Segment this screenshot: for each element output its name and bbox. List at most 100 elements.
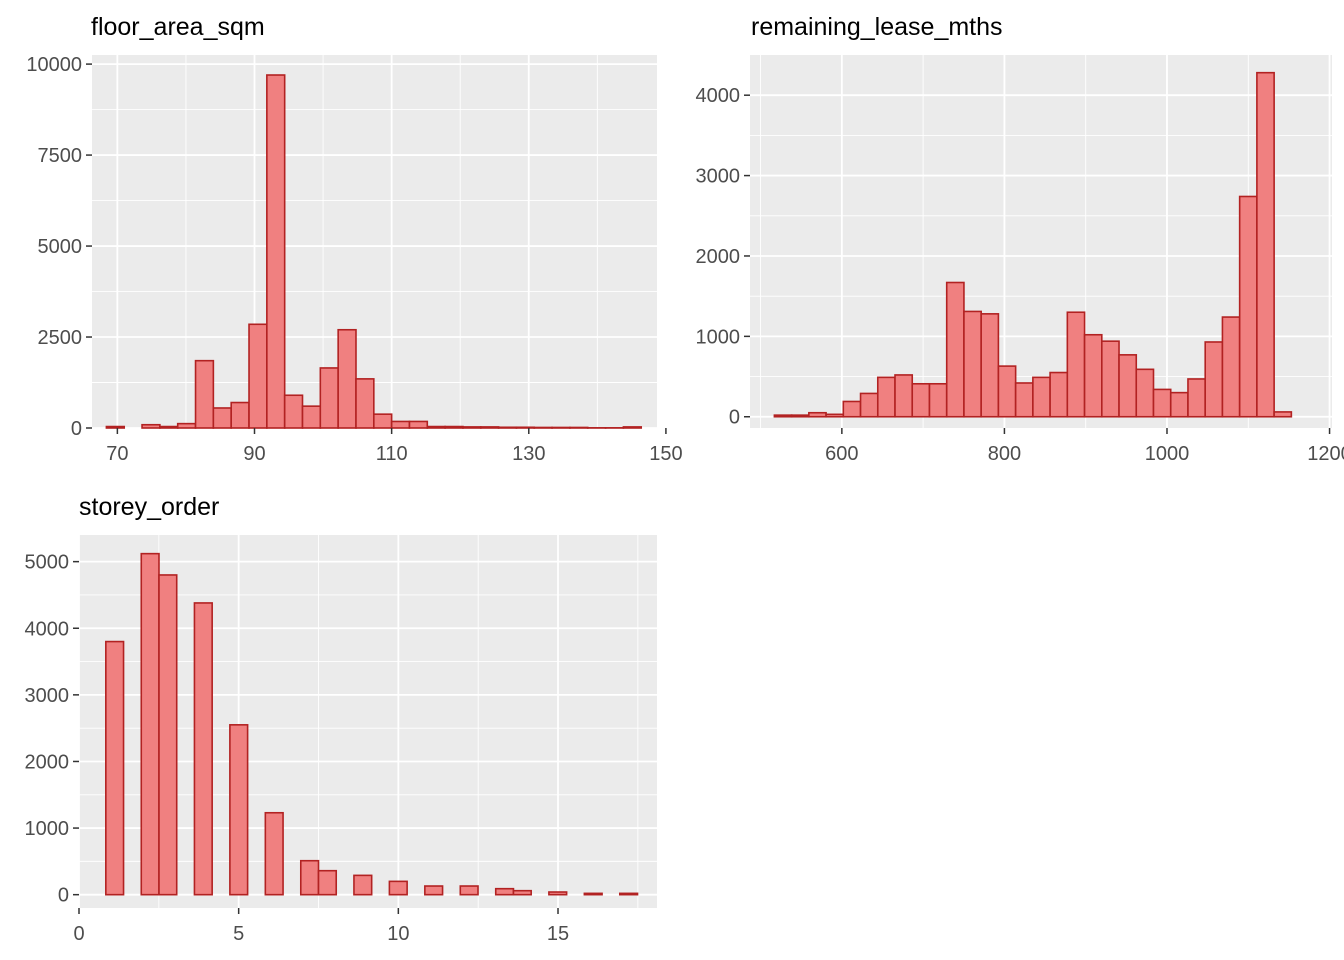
x-tick-label: 150: [649, 443, 682, 465]
histogram-bar: [230, 401, 250, 429]
histogram-bar: [1221, 316, 1241, 418]
histogram-bar: [876, 376, 896, 418]
y-tick-label: 7500: [38, 145, 83, 167]
y-tick-label: 4000: [25, 618, 70, 640]
panel-background: [92, 55, 657, 428]
histogram-bar: [963, 310, 982, 418]
histogram-bar: [105, 640, 125, 896]
x-tick-label: 5: [233, 923, 244, 945]
panel-storey-order: storey_order 0 1000 2000 3000 4000 5000 0 5 10 15: [25, 493, 657, 945]
y-tick-label: 0: [71, 418, 82, 440]
y-tick-label: 3000: [696, 166, 741, 188]
histogram-bar: [842, 400, 862, 418]
x-tick-label: 70: [106, 443, 128, 465]
histogram-bar: [283, 394, 304, 429]
histogram-bar: [894, 374, 914, 418]
histogram-bar: [1273, 411, 1293, 418]
histogram-bar: [618, 892, 639, 896]
histogram-bar: [462, 426, 482, 429]
x-tick-label: 10: [387, 923, 409, 945]
histogram-bar: [997, 365, 1017, 418]
y-tick-label: 10000: [26, 54, 82, 76]
histogram-bar: [299, 859, 320, 896]
histogram-bar: [337, 328, 357, 429]
x-tick-label: 800: [988, 443, 1021, 465]
histogram-bar: [1238, 195, 1258, 418]
panel-title-remaining-lease: remaining_lease_mths: [751, 13, 1003, 41]
histogram-bar: [193, 602, 213, 896]
histogram-bar: [426, 425, 446, 429]
histogram-bar: [980, 313, 1000, 418]
histogram-bar: [512, 889, 532, 896]
histogram-bar: [301, 405, 322, 429]
histogram-bar: [408, 420, 429, 429]
histogram-bar: [1152, 388, 1172, 418]
histogram-bar: [1118, 354, 1138, 418]
histogram-bar: [353, 874, 373, 896]
histogram-bar: [773, 414, 793, 418]
histogram-bar: [159, 425, 179, 429]
histogram-bar: [569, 426, 589, 429]
y-tick-label: 2500: [38, 327, 83, 349]
histogram-bar: [264, 811, 284, 896]
histogram-bar: [790, 414, 810, 418]
plot-floor-area: 0 2500 5000 7500 10000 70 90 110 130 150: [26, 54, 682, 465]
histogram-bar: [1187, 378, 1206, 418]
histogram-bar: [622, 426, 643, 429]
histogram-bar: [266, 74, 286, 429]
histogram-bar: [141, 423, 161, 429]
histogram-bar: [194, 359, 215, 429]
histogram-bar: [583, 892, 603, 896]
histogram-bar: [911, 382, 931, 418]
histogram-bar: [825, 413, 845, 418]
x-tick-label: 110: [376, 443, 408, 465]
histogram-bar: [1135, 368, 1155, 418]
x-tick-label: 15: [547, 923, 569, 945]
histogram-bar: [497, 426, 518, 429]
histogram-bar: [1101, 340, 1120, 418]
plot-remaining-lease: 0 1000 2000 3000 4000 600 800 1000 1200: [696, 55, 1344, 465]
histogram-bar: [494, 887, 515, 896]
x-tick-label: 600: [825, 443, 858, 465]
panel-title-storey-order: storey_order: [79, 493, 219, 521]
histogram-bar: [808, 411, 827, 418]
x-tick-label: 1000: [1145, 443, 1190, 465]
x-tick-label: 0: [73, 923, 84, 945]
histogram-bar: [388, 880, 408, 896]
histogram-bar: [928, 382, 948, 418]
x-tick-label: 1200: [1307, 443, 1344, 465]
y-tick-label: 5000: [38, 236, 83, 258]
y-tick-label: 1000: [696, 326, 741, 348]
histogram-bar: [424, 885, 444, 896]
histogram-bar: [176, 422, 197, 429]
panel-floor-area: floor_area_sqm 0 2500 5000 7500 10000 70 90 110…: [26, 13, 682, 465]
histogram-bar: [1256, 71, 1275, 418]
y-tick-label: 2000: [25, 751, 70, 773]
histogram-bar: [212, 407, 232, 429]
histogram-bar: [390, 420, 411, 429]
histogram-bar: [1066, 311, 1086, 418]
histogram-bar: [548, 891, 568, 896]
y-tick-label: 5000: [25, 552, 70, 574]
histogram-bar: [373, 413, 393, 429]
histogram-bar: [1032, 376, 1051, 418]
histogram-bar: [1204, 341, 1224, 418]
panel-remaining-lease: remaining_lease_mths 0 1000 2000 3000 4000 60…: [696, 13, 1344, 465]
histogram-bar: [317, 869, 338, 896]
histogram-bar: [479, 426, 500, 429]
histogram-bar: [355, 378, 375, 429]
histogram-bar: [859, 392, 879, 418]
histogram-bar: [1049, 371, 1069, 418]
histogram-bar: [140, 552, 160, 896]
plot-storey-order: 0 1000 2000 3000 4000 5000 0 5 10 15: [25, 535, 657, 945]
histogram-bar: [319, 367, 339, 429]
histogram-bar: [515, 426, 536, 429]
histogram-bar: [533, 426, 553, 429]
histogram-bar: [1083, 333, 1103, 418]
histogram-bar: [551, 426, 571, 429]
histogram-bar: [1014, 382, 1034, 418]
y-tick-label: 0: [58, 885, 69, 907]
x-tick-label: 130: [512, 443, 545, 465]
histogram-bar: [158, 574, 178, 896]
